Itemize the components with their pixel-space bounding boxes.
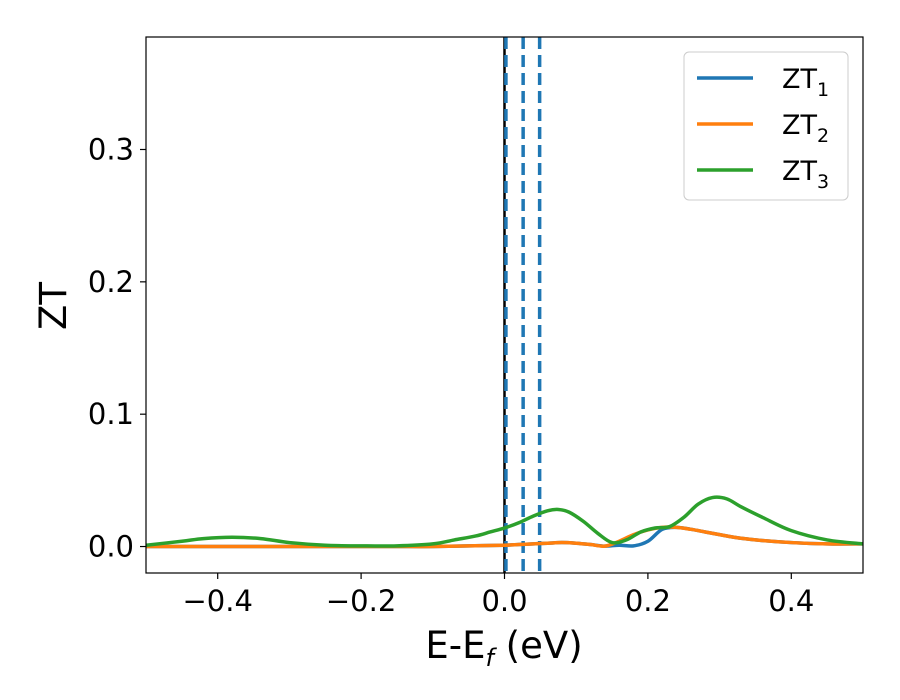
- legend-label-zt1: ZT1: [782, 64, 829, 101]
- legend-box: [683, 51, 849, 201]
- legend: ZT1 ZT2 ZT3: [683, 51, 849, 201]
- x-tick-label: 0.2: [625, 584, 671, 618]
- x-axis: −0.4 −0.2 0.0 0.2 0.4: [182, 573, 814, 618]
- x-tick-label: 0.4: [768, 584, 814, 618]
- y-tick-label: 0.3: [88, 132, 134, 166]
- y-tick-label: 0.1: [88, 397, 134, 431]
- x-tick-label: −0.2: [326, 584, 396, 618]
- y-axis-label: ZT: [32, 282, 75, 330]
- y-tick-label: 0.2: [88, 265, 134, 299]
- y-axis: 0.0 0.1 0.2 0.3: [88, 132, 146, 564]
- y-tick-label: 0.0: [88, 530, 134, 564]
- vertical-lines: [503, 37, 542, 573]
- x-axis-label: E-Ef (eV): [425, 624, 582, 672]
- x-tick-label: 0.0: [481, 584, 527, 618]
- legend-label-zt3: ZT3: [782, 156, 829, 193]
- legend-label-zt2: ZT2: [782, 110, 829, 147]
- x-axis-label-unit: (eV): [494, 624, 583, 667]
- series-line-zt3: [146, 495, 863, 548]
- x-tick-label: −0.4: [182, 584, 252, 618]
- series-lines: [146, 495, 863, 549]
